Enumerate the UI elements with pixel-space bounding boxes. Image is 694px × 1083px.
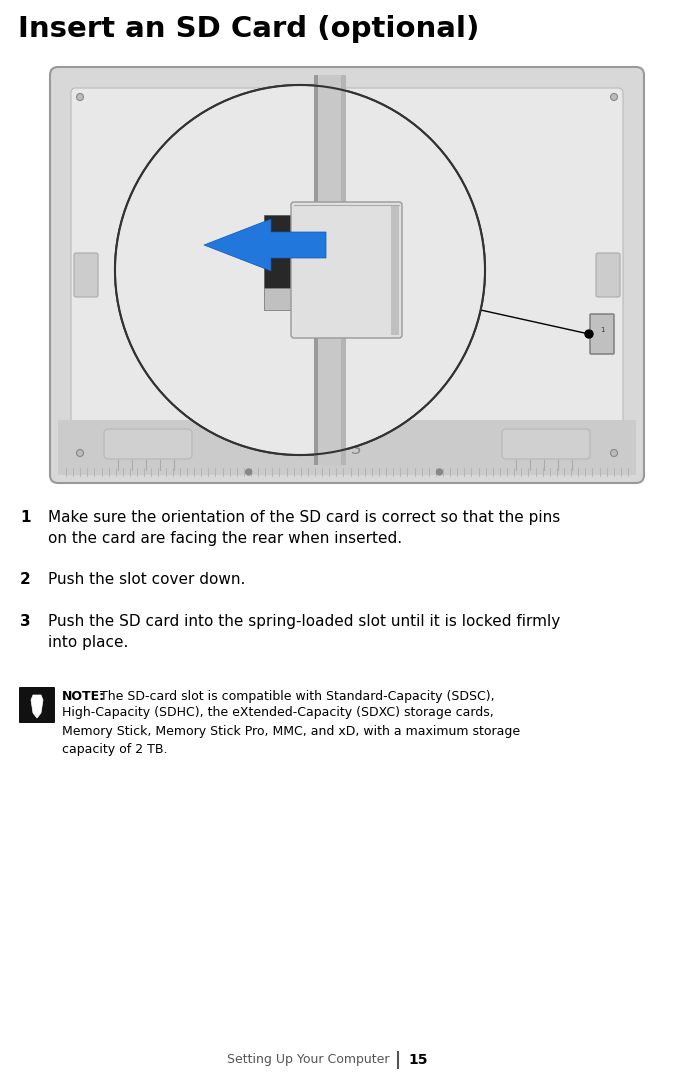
Bar (391, 205, 399, 335)
Bar (264, 288, 314, 310)
Text: 15: 15 (408, 1053, 428, 1067)
Circle shape (585, 330, 593, 338)
Text: 1: 1 (20, 510, 31, 525)
FancyBboxPatch shape (104, 429, 192, 459)
Text: 2: 2 (20, 572, 31, 587)
FancyBboxPatch shape (596, 253, 620, 297)
Text: Push the SD card into the spring-loaded slot until it is locked firmly
into plac: Push the SD card into the spring-loaded … (48, 614, 560, 650)
Circle shape (116, 86, 484, 454)
Circle shape (115, 84, 485, 455)
Bar (58, 420, 636, 475)
FancyBboxPatch shape (291, 203, 402, 338)
Text: Push the slot cover down.: Push the slot cover down. (48, 572, 246, 587)
FancyBboxPatch shape (74, 253, 98, 297)
Bar (341, 75, 346, 465)
FancyBboxPatch shape (71, 88, 623, 462)
Text: NOTE:: NOTE: (62, 690, 105, 703)
Text: 3: 3 (20, 614, 31, 629)
Text: XPS: XPS (332, 443, 362, 457)
FancyBboxPatch shape (590, 314, 614, 354)
Bar (264, 216, 314, 310)
Polygon shape (31, 695, 43, 718)
Text: The SD-card slot is compatible with Standard-Capacity (SDSC),: The SD-card slot is compatible with Stan… (100, 690, 495, 703)
Circle shape (611, 93, 618, 101)
Text: High-Capacity (SDHC), the eXtended-Capacity (SDXC) storage cards,
Memory Stick, : High-Capacity (SDHC), the eXtended-Capac… (62, 706, 520, 756)
Text: Insert an SD Card (optional): Insert an SD Card (optional) (18, 15, 480, 43)
Bar (314, 75, 318, 465)
Bar (314, 75, 346, 465)
Polygon shape (204, 219, 326, 271)
Circle shape (246, 469, 252, 475)
Text: 1: 1 (600, 327, 604, 334)
Text: Make sure the orientation of the SD card is correct so that the pins
on the card: Make sure the orientation of the SD card… (48, 510, 560, 546)
FancyBboxPatch shape (19, 687, 55, 723)
Text: Setting Up Your Computer: Setting Up Your Computer (228, 1054, 390, 1067)
Circle shape (611, 449, 618, 457)
Circle shape (76, 93, 83, 101)
Circle shape (437, 469, 443, 475)
FancyBboxPatch shape (50, 67, 644, 483)
FancyBboxPatch shape (502, 429, 590, 459)
Circle shape (76, 449, 83, 457)
